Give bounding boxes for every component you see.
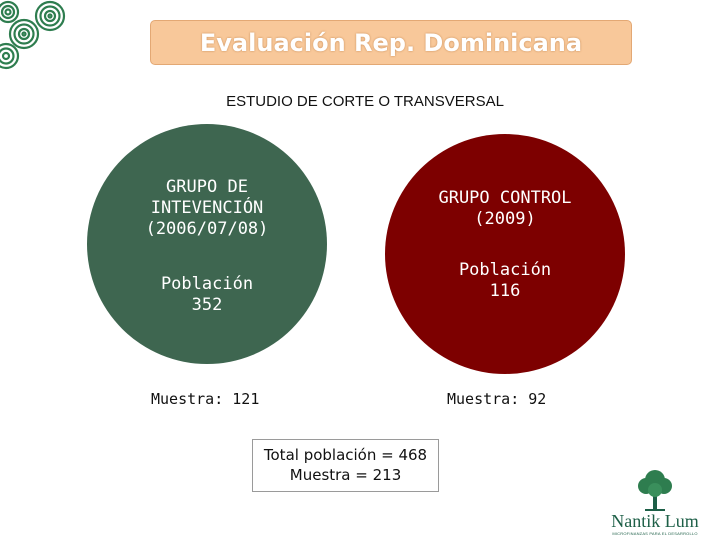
control-group-name: GRUPO CONTROL (2009) (438, 188, 572, 229)
intervention-group-name: GRUPO DE INTEVENCIÓN (2006/07/08) (145, 177, 269, 239)
tree-icon (638, 470, 672, 511)
intervention-group-circle: GRUPO DE INTEVENCIÓN (2006/07/08) Poblac… (87, 124, 327, 364)
brand-logo: Nantik Lum MICROFINANZAS PARA EL DESARRO… (600, 468, 710, 536)
control-population: Población 116 (458, 260, 552, 301)
spiral-logo-icon (0, 0, 66, 70)
intervention-population: Población 352 (160, 274, 254, 315)
control-group-circle: GRUPO CONTROL (2009) Población 116 (385, 134, 625, 374)
brand-tagline: MICROFINANZAS PARA EL DESARROLLO (612, 531, 698, 536)
intervention-sample: Muestra: 121 (151, 390, 260, 408)
control-sample: Muestra: 92 (447, 390, 547, 408)
total-population: Total población = 468 (263, 446, 428, 464)
study-type-subtitle: ESTUDIO DE CORTE O TRANSVERSAL (226, 93, 504, 110)
totals-box: Total población = 468 Muestra = 213 (252, 439, 439, 492)
brand-name: Nantik Lum (611, 511, 699, 531)
slide-title: Evaluación Rep. Dominicana (150, 20, 632, 65)
total-sample: Muestra = 213 (289, 466, 402, 484)
